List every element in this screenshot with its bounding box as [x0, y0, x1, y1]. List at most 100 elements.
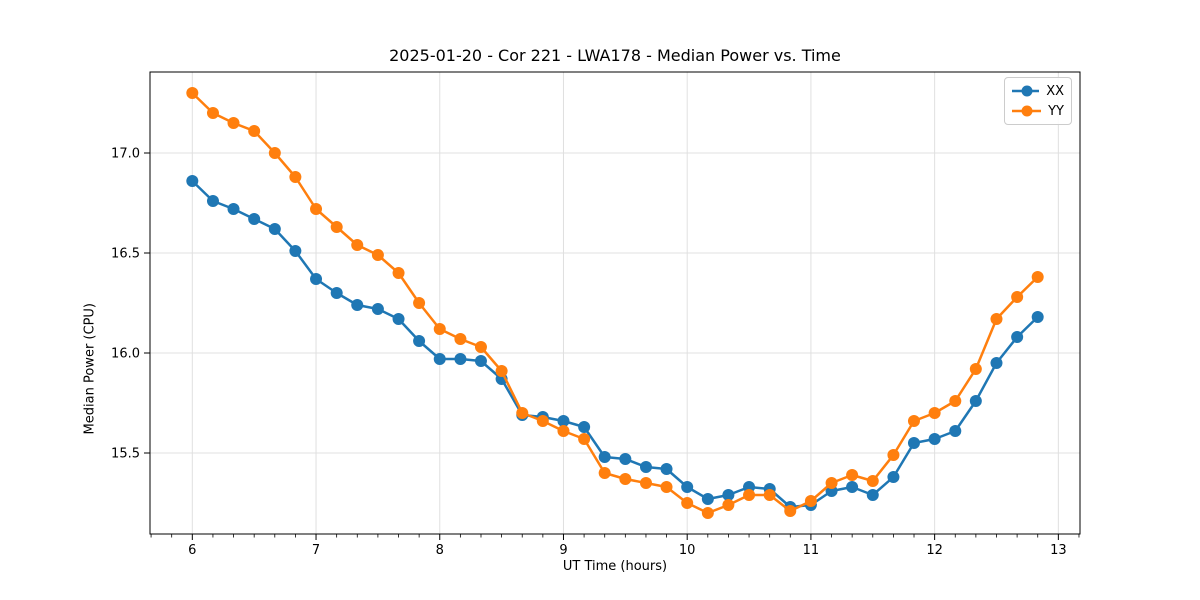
x-axis-label: UT Time (hours): [562, 559, 668, 574]
series-yy-point: [536, 415, 549, 427]
series-xx-point: [413, 335, 426, 347]
series-yy-point: [907, 415, 920, 427]
series-xx-point: [887, 471, 900, 483]
series-yy-point: [990, 313, 1003, 325]
series-yy-point: [598, 467, 611, 479]
series-yy-point: [392, 267, 405, 279]
series-xx-point: [598, 451, 611, 463]
series-yy-point: [454, 333, 467, 345]
series-xx-line: [191, 179, 1039, 509]
series-yy-point: [310, 203, 323, 215]
series-yy-point: [1031, 271, 1044, 283]
series-yy-point: [330, 221, 343, 233]
x-tick-label: 12: [926, 543, 943, 558]
series-yy-point: [186, 87, 199, 99]
series-xx-point: [722, 489, 735, 501]
series-yy-point: [784, 505, 797, 517]
series-yy-point: [474, 341, 487, 353]
series-xx-point: [969, 395, 982, 407]
series-yy-point: [289, 171, 302, 183]
x-tick-label: 6: [188, 543, 196, 558]
series-yy-point: [206, 107, 219, 119]
series-yy-point: [516, 407, 529, 419]
series-yy-point: [639, 477, 652, 489]
series-xx-point: [949, 425, 962, 437]
series-xx-point: [248, 213, 261, 225]
y-tick-label: 15.5: [111, 447, 140, 462]
series-yy-point: [804, 495, 817, 507]
series-xx-point: [557, 415, 570, 427]
series-yy-point: [722, 499, 735, 511]
series-xx-point: [1031, 311, 1044, 323]
legend-item-xx: XX: [1012, 82, 1064, 100]
series-yy-point: [248, 125, 261, 137]
series-xx-point: [206, 195, 219, 207]
series-xx-point: [578, 421, 591, 433]
series-yy-point: [969, 363, 982, 375]
x-tick-label: 10: [679, 543, 696, 558]
series-yy-point: [351, 239, 364, 251]
x-tick-label: 11: [803, 543, 820, 558]
series-yy-point: [227, 117, 240, 129]
series-yy-point: [619, 473, 632, 485]
series-yy-point: [413, 297, 426, 309]
series-xx-point: [907, 437, 920, 449]
series-xx-point: [619, 453, 632, 465]
series-yy-point: [1011, 291, 1024, 303]
series-yy-point: [763, 489, 776, 501]
series-yy-point: [866, 475, 879, 487]
series-yy-point: [433, 323, 446, 335]
x-tick-label: 8: [436, 543, 444, 558]
y-axis-label-text: Median Power (CPU): [82, 303, 97, 435]
series-yy-point: [825, 477, 838, 489]
series-xx-point: [1011, 331, 1024, 343]
series-yy-point: [887, 449, 900, 461]
series-xx-point: [474, 355, 487, 367]
legend-item-label: XX: [1046, 83, 1064, 99]
series-xx-point: [371, 303, 384, 315]
series-xx-point: [186, 175, 199, 187]
legend-swatch-yy-icon: [1012, 105, 1042, 117]
series-yy-point: [371, 249, 384, 261]
series-xx-point: [990, 357, 1003, 369]
y-tick-label: 17.0: [111, 147, 140, 162]
series-xx-point: [454, 353, 467, 365]
series-yy-point: [495, 365, 508, 377]
legend: XX YY: [1004, 77, 1072, 125]
series-xx-point: [330, 287, 343, 299]
series-yy-point: [578, 433, 591, 445]
series-yy-point: [557, 425, 570, 437]
series-yy-point: [743, 489, 756, 501]
x-tick-label: 7: [312, 543, 320, 558]
legend-swatch-xx-icon: [1012, 85, 1040, 97]
series-xx-point: [701, 493, 714, 505]
series-xx-point: [268, 223, 281, 235]
series-yy-point: [268, 147, 281, 159]
series-yy-point: [660, 481, 673, 493]
series-xx-point: [227, 203, 240, 215]
chart-title: 2025-01-20 - Cor 221 - LWA178 - Median P…: [389, 46, 841, 65]
series-xx-point: [639, 461, 652, 473]
series-xx-point: [681, 481, 694, 493]
x-tick-label: 9: [559, 543, 567, 558]
legend-item-yy: YY: [1012, 102, 1064, 120]
y-tick-label: 16.5: [111, 247, 140, 262]
y-tick-label: 16.0: [111, 347, 140, 362]
series-xx-point: [289, 245, 302, 257]
series-yy-point: [681, 497, 694, 509]
plot-border: [149, 71, 1081, 535]
series-xx-point: [866, 489, 879, 501]
series-xx-point: [433, 353, 446, 365]
legend-item-label: YY: [1048, 103, 1064, 119]
series-yy-point: [846, 469, 859, 481]
x-tick-label: 13: [1050, 543, 1067, 558]
series-yy-point: [928, 407, 941, 419]
series-xx-point: [392, 313, 405, 325]
series-xx-point: [928, 433, 941, 445]
series-xx-point: [351, 299, 364, 311]
series-yy-point: [949, 395, 962, 407]
series-xx-point: [846, 481, 859, 493]
series-xx-point: [660, 463, 673, 475]
